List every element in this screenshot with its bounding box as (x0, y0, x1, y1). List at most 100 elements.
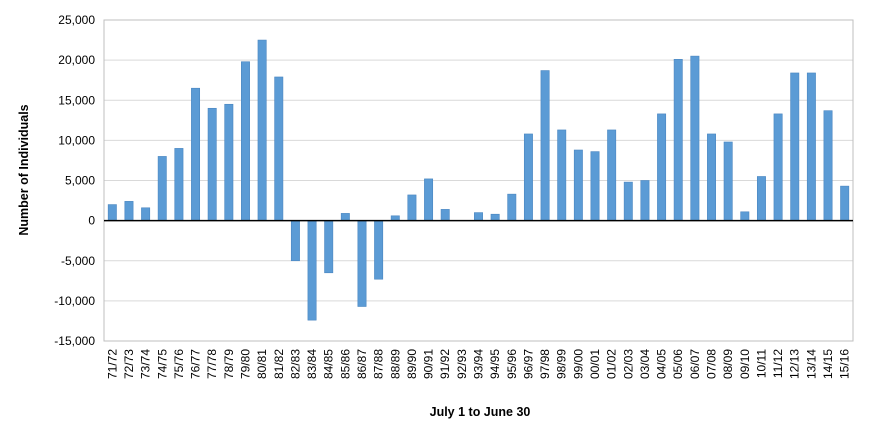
bar-10-11 (756, 176, 766, 221)
x-tick-label: 75/76 (172, 349, 186, 379)
bar-77-78 (207, 107, 217, 221)
bar-79-80 (241, 61, 250, 221)
x-axis-title: July 1 to June 30 (430, 405, 531, 419)
x-tick-label: 05/06 (671, 349, 685, 379)
x-tick-label: 06/07 (688, 349, 702, 379)
bar-95-96 (507, 193, 517, 221)
y-tick-label: 20,000 (58, 53, 95, 67)
x-tick-label: 79/80 (238, 349, 252, 379)
bar-01-02 (607, 129, 617, 221)
x-tick-label: 12/13 (788, 349, 802, 379)
bar-78-79 (224, 103, 234, 221)
bar-89-90 (407, 194, 417, 221)
bar-03-04 (640, 180, 650, 221)
x-tick-label: 90/91 (422, 349, 436, 379)
bar-11-12 (773, 113, 783, 221)
x-tick-label: 92/93 (455, 349, 469, 379)
x-tick-label: 94/95 (488, 349, 502, 379)
bar-99-00 (573, 149, 583, 221)
bar-75-76 (174, 148, 184, 221)
x-tick-label: 03/04 (638, 349, 652, 379)
x-tick-label: 96/97 (521, 349, 535, 379)
bar-85-86 (340, 213, 350, 221)
x-tick-label: 10/11 (754, 349, 768, 378)
x-tick-label: 01/02 (605, 349, 619, 379)
x-tick-label: 08/09 (721, 349, 735, 379)
bar-73-74 (141, 207, 151, 221)
bar-91-92 (440, 209, 450, 221)
y-tick-label: 10,000 (58, 133, 95, 147)
y-tick-label: 5,000 (65, 174, 95, 188)
plot-area-border (103, 19, 854, 342)
bar-02-03 (623, 181, 633, 221)
bar-15-16 (840, 185, 850, 221)
x-tick-label: 99/00 (571, 349, 585, 379)
x-tick-label: 07/08 (705, 349, 719, 379)
bar-81-82 (274, 76, 284, 221)
x-tick-label: 89/90 (405, 349, 419, 379)
x-tick-label: 84/85 (322, 349, 336, 379)
bar-82-83 (290, 220, 300, 262)
x-tick-label: 14/15 (821, 349, 835, 379)
bar-14-15 (823, 110, 833, 221)
x-tick-label: 77/78 (205, 349, 219, 379)
bar-08-09 (723, 141, 733, 221)
x-tick-label: 82/83 (288, 349, 302, 379)
x-tick-label: 87/88 (372, 349, 386, 379)
x-tick-label: 80/81 (255, 349, 269, 379)
bar-76-77 (191, 87, 201, 221)
x-tick-label: 09/10 (738, 349, 752, 379)
x-tick-label: 13/14 (804, 349, 818, 379)
x-tick-label: 71/72 (105, 349, 119, 379)
bar-97-98 (540, 70, 550, 221)
x-tick-label: 11/12 (771, 349, 785, 378)
bar-06-07 (690, 55, 700, 221)
y-tick-label: 15,000 (58, 93, 95, 107)
x-tick-label: 83/84 (305, 349, 319, 379)
axes: -15,000 -10,000 -5,000 0 5,000 10,000 15,000 20… (54, 13, 853, 379)
x-tick-label: 81/82 (272, 349, 286, 379)
y-tick-label: 0 (88, 214, 95, 228)
bar-87-88 (374, 220, 384, 280)
x-tick-label: 95/96 (505, 349, 519, 379)
x-tick-label: 93/94 (472, 349, 486, 379)
bar-74-75 (157, 156, 167, 221)
bar-90-91 (424, 178, 434, 221)
y-tick-label: -5,000 (61, 254, 95, 268)
bar-96-97 (523, 133, 533, 221)
bar-86-87 (357, 220, 367, 307)
x-tick-label: 04/05 (655, 349, 669, 379)
bar-72-73 (124, 201, 134, 221)
x-tick-label: 88/89 (388, 349, 402, 379)
x-tick-label: 74/75 (155, 349, 169, 379)
y-axis-title: Number of Individuals (17, 104, 31, 235)
x-tick-label: 73/74 (139, 349, 153, 379)
bar-09-10 (740, 211, 750, 221)
x-tick-label: 72/73 (122, 349, 136, 379)
bar-12-13 (790, 72, 800, 221)
bar-98-99 (557, 129, 567, 221)
bar-04-05 (657, 113, 667, 221)
x-tick-label: 78/79 (222, 349, 236, 379)
x-tick-label: 98/99 (555, 349, 569, 379)
bar-71-72 (107, 204, 117, 221)
x-tick-label: 85/86 (338, 349, 352, 379)
bar-93-94 (474, 212, 483, 221)
x-tick-label: 02/03 (621, 349, 635, 379)
bar-00-01 (590, 151, 600, 221)
bar-05-06 (673, 59, 683, 221)
x-tick-label: 97/98 (538, 349, 552, 379)
bar-84-85 (324, 220, 334, 274)
x-tick-label: 91/92 (438, 349, 452, 379)
bar-07-08 (707, 133, 716, 221)
bar-94-95 (490, 213, 500, 221)
y-tick-label: -10,000 (54, 294, 95, 308)
bar-80-81 (257, 39, 267, 221)
x-tick-label: 00/01 (588, 349, 602, 379)
bar-83-84 (307, 220, 317, 321)
y-tick-label: -15,000 (54, 334, 95, 348)
x-tick-label: 76/77 (189, 349, 203, 379)
x-tick-label: 15/16 (838, 349, 852, 379)
